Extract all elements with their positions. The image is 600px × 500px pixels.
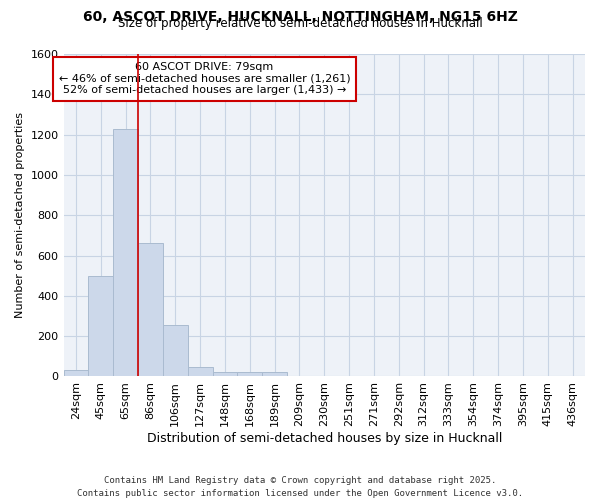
Text: Size of property relative to semi-detached houses in Hucknall: Size of property relative to semi-detach… — [118, 18, 482, 30]
Text: 60 ASCOT DRIVE: 79sqm
← 46% of semi-detached houses are smaller (1,261)
52% of s: 60 ASCOT DRIVE: 79sqm ← 46% of semi-deta… — [59, 62, 350, 96]
Y-axis label: Number of semi-detached properties: Number of semi-detached properties — [15, 112, 25, 318]
Bar — [88, 276, 113, 376]
Text: Contains HM Land Registry data © Crown copyright and database right 2025.
Contai: Contains HM Land Registry data © Crown c… — [77, 476, 523, 498]
Bar — [64, 370, 88, 376]
Bar — [212, 372, 238, 376]
Bar — [138, 244, 163, 376]
Text: 60, ASCOT DRIVE, HUCKNALL, NOTTINGHAM, NG15 6HZ: 60, ASCOT DRIVE, HUCKNALL, NOTTINGHAM, N… — [83, 10, 517, 24]
Bar — [113, 128, 138, 376]
X-axis label: Distribution of semi-detached houses by size in Hucknall: Distribution of semi-detached houses by … — [146, 432, 502, 445]
Bar — [163, 325, 188, 376]
Bar — [262, 372, 287, 376]
Bar — [238, 372, 262, 376]
Bar — [188, 368, 212, 376]
